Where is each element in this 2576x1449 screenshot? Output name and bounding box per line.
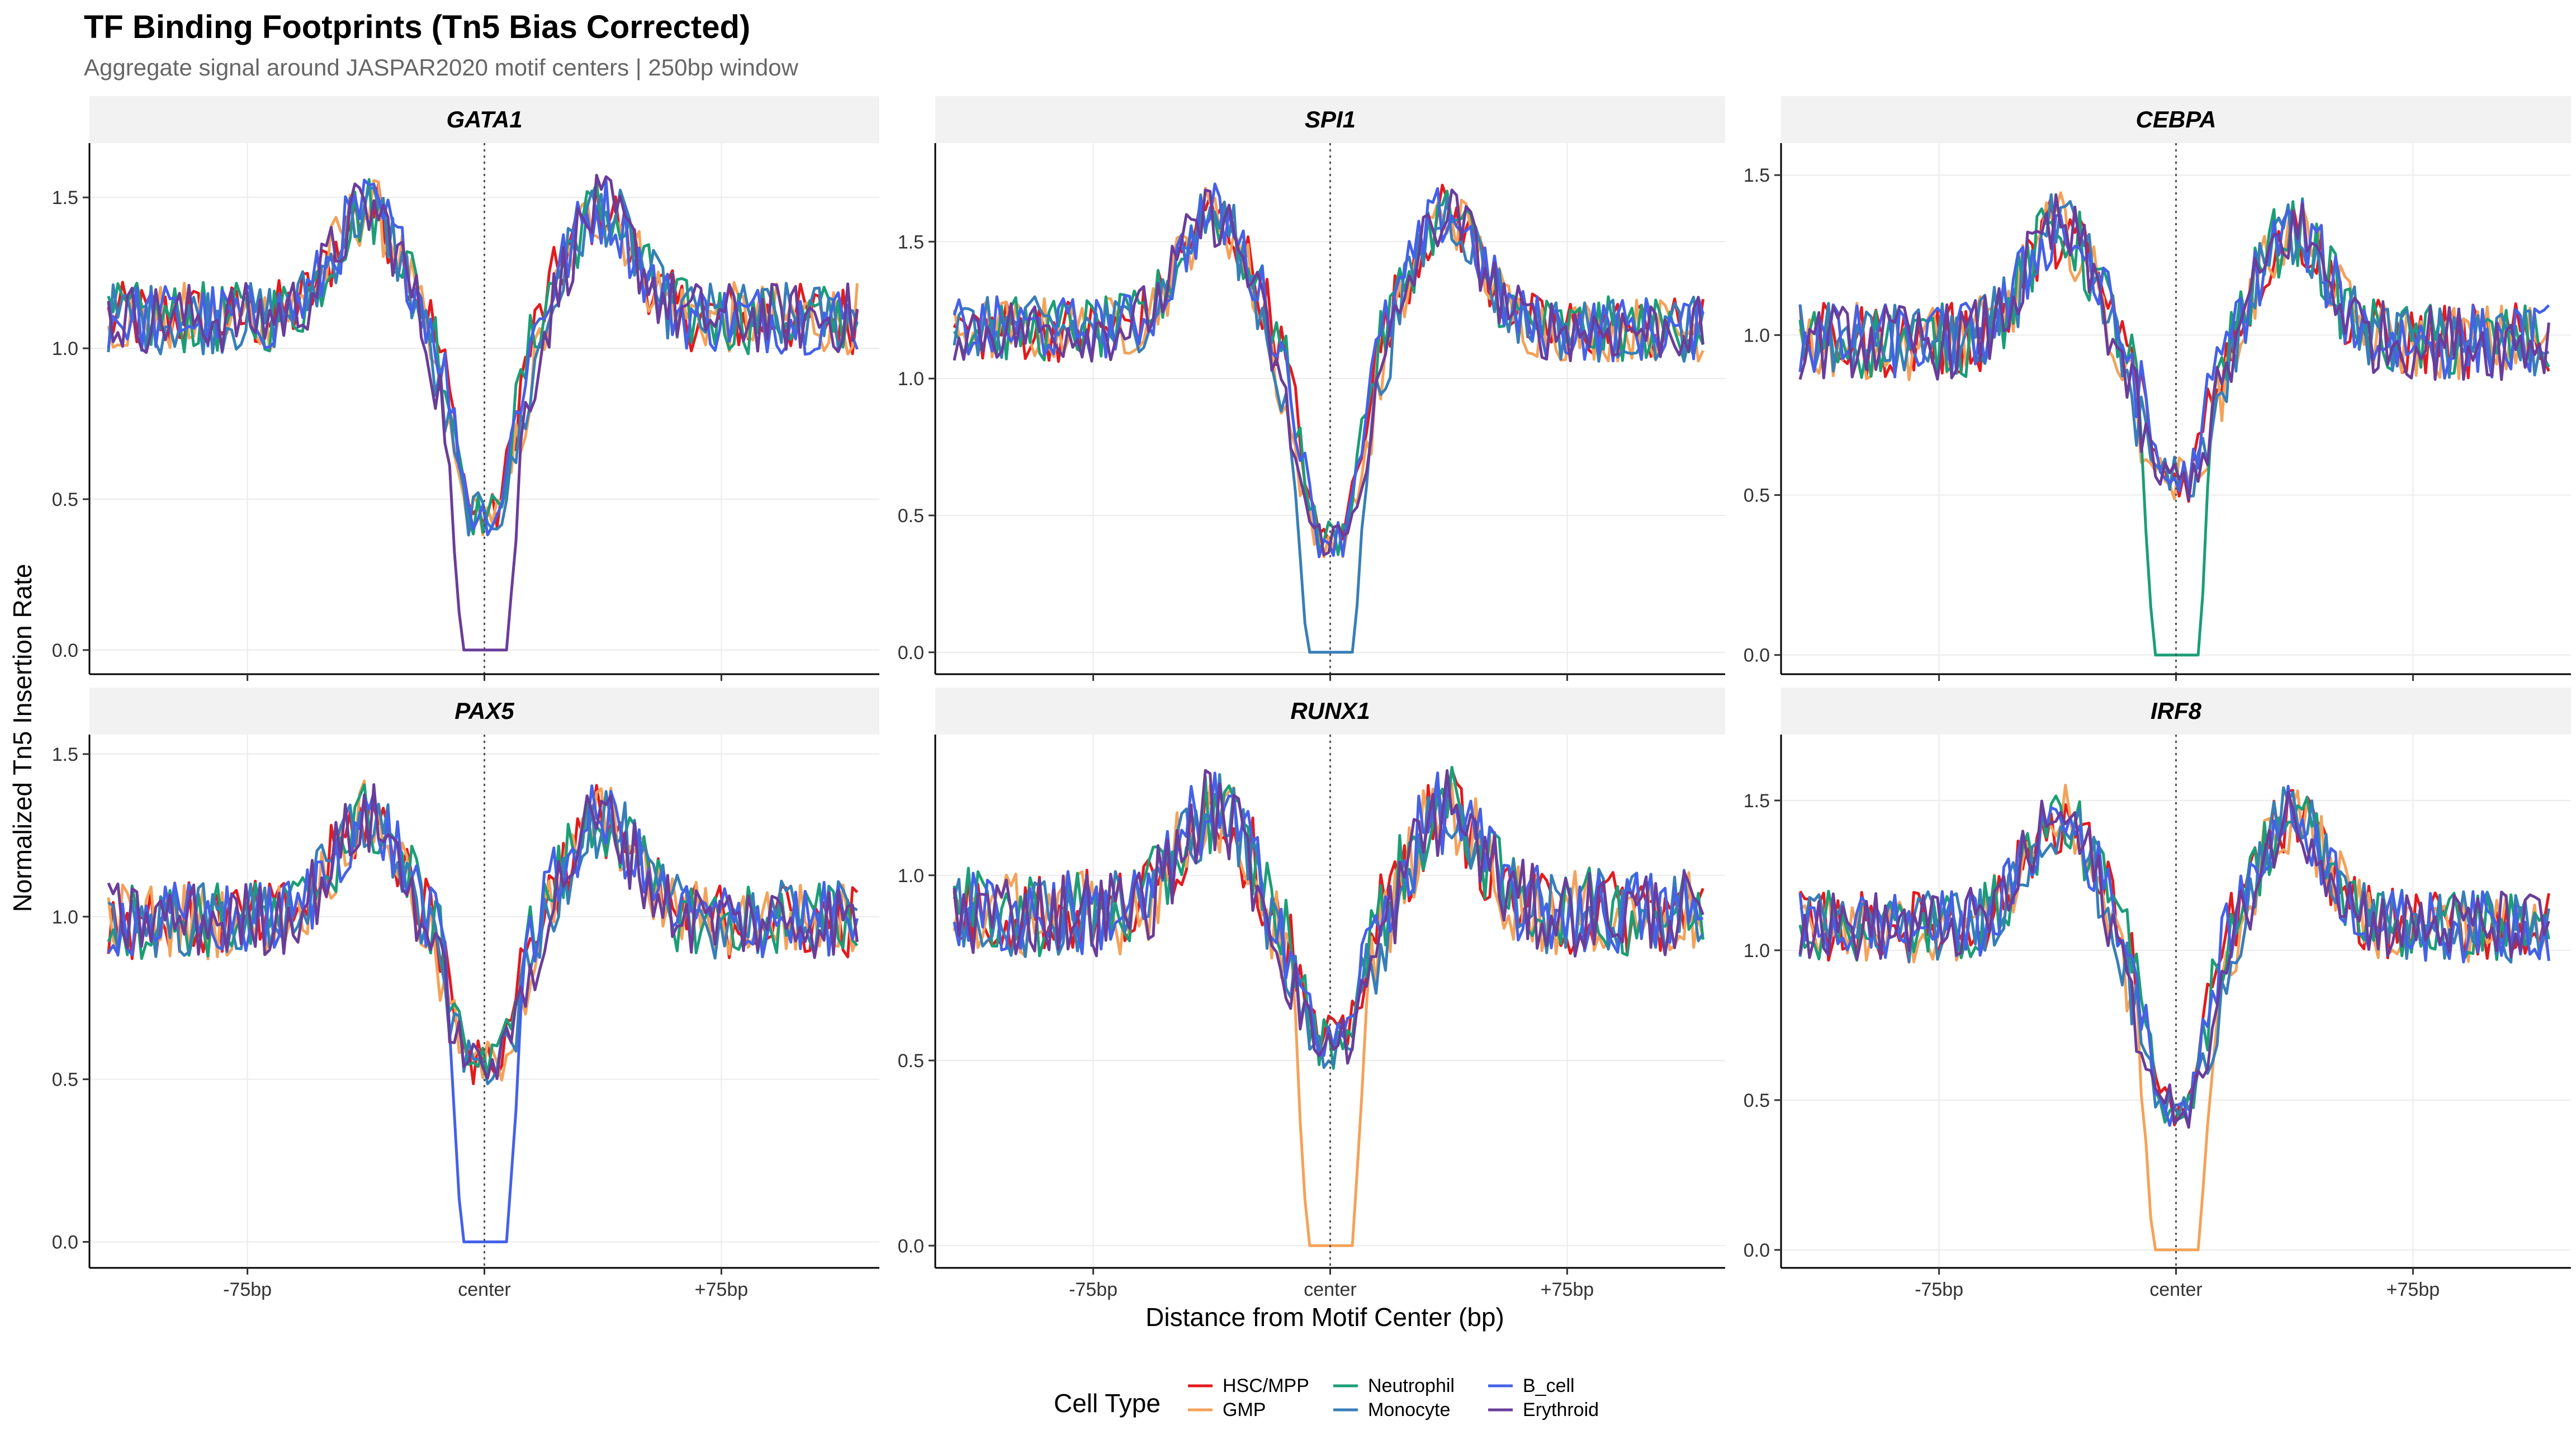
y-tick-label: 0.0 bbox=[1744, 645, 1770, 666]
legend-label: HSC/MPP bbox=[1223, 1375, 1309, 1396]
legend-item-erythroid: Erythroid bbox=[1488, 1399, 1599, 1420]
facet-label: GATA1 bbox=[446, 106, 522, 132]
facet-strip bbox=[935, 96, 1725, 143]
panel-gata1: GATA1 0.0 0.5 1.0 1.5 bbox=[52, 96, 879, 681]
legend-item-gmp: GMP bbox=[1188, 1399, 1266, 1420]
legend: Cell Type HSC/MPP GMP Neutrophil Monocyte B_… bbox=[1054, 1375, 1599, 1420]
series-line-neutrophil bbox=[953, 190, 1704, 556]
panel-runx1: RUNX1 0.0 0.5 1.0 -75bp center +75bp bbox=[898, 688, 1725, 1300]
y-tick-label: 1.0 bbox=[1744, 940, 1770, 962]
series-line-b-cell bbox=[107, 178, 859, 537]
panel-irf8: IRF8 0.0 0.5 1.0 1.5 -75bp center +75bp bbox=[1744, 688, 2571, 1300]
x-tick-label: +75bp bbox=[695, 1279, 749, 1300]
series-line-b-cell bbox=[1798, 199, 2550, 494]
facet-label: CEBPA bbox=[2136, 106, 2217, 132]
x-tick-label: -75bp bbox=[1915, 1279, 1963, 1300]
legend-label: Monocyte bbox=[1368, 1399, 1450, 1420]
facet-strip bbox=[89, 688, 879, 735]
series-line-gmp bbox=[107, 179, 859, 537]
x-tick-label: +75bp bbox=[1541, 1279, 1594, 1300]
series-line-b-cell bbox=[107, 784, 859, 1243]
facet-strip bbox=[1781, 96, 2571, 143]
y-tick-label: 1.5 bbox=[1744, 790, 1770, 812]
series-line-b-cell bbox=[953, 182, 1704, 558]
x-tick-label: -75bp bbox=[223, 1279, 272, 1300]
series-line-gmp bbox=[953, 187, 1704, 558]
panel-cebpa: CEBPA 0.0 0.5 1.0 1.5 bbox=[1744, 96, 2571, 681]
y-tick-label: 0.0 bbox=[52, 1232, 78, 1253]
y-tick-label: 1.0 bbox=[52, 338, 78, 359]
x-tick-label: +75bp bbox=[2386, 1279, 2440, 1300]
series-line-neutrophil bbox=[107, 178, 859, 536]
series-line-gmp bbox=[1799, 783, 2550, 1252]
legend-label: B_cell bbox=[1523, 1375, 1575, 1396]
legend-label: Neutrophil bbox=[1368, 1375, 1455, 1396]
y-tick-label: 1.0 bbox=[898, 865, 924, 887]
y-tick-label: 0.5 bbox=[898, 1050, 924, 1072]
x-axis-title: Distance from Motif Center (bp) bbox=[1145, 1303, 1504, 1332]
legend-label: GMP bbox=[1223, 1399, 1266, 1420]
y-tick-label: 1.0 bbox=[1744, 325, 1770, 346]
series-line-erythroid bbox=[1798, 193, 2550, 501]
series-line-hsc-mpp bbox=[107, 178, 859, 529]
y-tick-label: 0.5 bbox=[898, 505, 924, 527]
y-tick-label: 0.0 bbox=[52, 640, 78, 661]
facet-label: RUNX1 bbox=[1290, 698, 1370, 724]
x-tick-label: center bbox=[2149, 1279, 2203, 1300]
legend-title: Cell Type bbox=[1054, 1389, 1161, 1418]
y-tick-label: 1.0 bbox=[52, 907, 78, 928]
series-line-erythroid bbox=[107, 783, 859, 1081]
series-line-monocyte bbox=[953, 193, 1704, 654]
facet-strip bbox=[89, 96, 879, 143]
y-tick-label: 0.5 bbox=[1744, 1090, 1770, 1111]
panel-spi1: SPI1 0.0 0.5 1.0 1.5 bbox=[898, 96, 1725, 681]
legend-item-neutrophil: Neutrophil bbox=[1333, 1375, 1455, 1396]
legend-item-b-cell: B_cell bbox=[1488, 1375, 1575, 1396]
y-axis-title: Normalized Tn5 Insertion Rate bbox=[8, 564, 37, 912]
facet-panels: GATA1 0.0 0.5 1.0 1.5 SPI1 0.0 0.5 1.0 1.5 CEBPA 0.… bbox=[52, 96, 2571, 1300]
y-tick-label: 1.5 bbox=[1744, 165, 1770, 186]
y-tick-label: 0.5 bbox=[1744, 485, 1770, 506]
panel-pax5: PAX5 0.0 0.5 1.0 1.5 -75bp center +75bp bbox=[52, 688, 879, 1300]
facet-label: PAX5 bbox=[454, 698, 514, 724]
y-tick-label: 1.5 bbox=[898, 231, 924, 253]
y-tick-label: 0.5 bbox=[52, 1069, 78, 1091]
series-line-b-cell bbox=[953, 771, 1703, 1057]
y-tick-label: 1.0 bbox=[898, 368, 924, 390]
series-line-neutrophil bbox=[107, 783, 859, 1077]
y-tick-label: 0.0 bbox=[898, 1235, 924, 1257]
x-tick-label: center bbox=[1304, 1279, 1357, 1300]
x-tick-label: -75bp bbox=[1069, 1279, 1117, 1300]
y-tick-label: 0.0 bbox=[898, 642, 924, 664]
facet-strip bbox=[1781, 688, 2571, 735]
y-tick-label: 0.5 bbox=[52, 489, 78, 510]
series-line-monocyte bbox=[107, 186, 859, 537]
series-line-erythroid bbox=[107, 173, 859, 652]
facet-strip bbox=[935, 688, 1725, 735]
series-line-erythroid bbox=[953, 188, 1704, 557]
series-line-b-cell bbox=[1798, 784, 2550, 1129]
legend-label: Erythroid bbox=[1523, 1399, 1599, 1420]
facet-label: IRF8 bbox=[2151, 698, 2202, 724]
x-tick-label: center bbox=[458, 1279, 511, 1300]
legend-item-hsc-mpp: HSC/MPP bbox=[1188, 1375, 1309, 1396]
figure-title: TF Binding Footprints (Tn5 Bias Correcte… bbox=[84, 9, 750, 45]
facet-label: SPI1 bbox=[1305, 106, 1356, 132]
series-line-neutrophil bbox=[1798, 197, 2550, 657]
series-line-hsc-mpp bbox=[953, 183, 1704, 552]
y-tick-label: 0.0 bbox=[1744, 1240, 1770, 1261]
series-line-erythroid bbox=[1798, 790, 2550, 1129]
y-tick-label: 1.5 bbox=[52, 187, 78, 209]
figure-subtitle: Aggregate signal around JASPAR2020 motif… bbox=[84, 54, 799, 80]
y-tick-label: 1.5 bbox=[52, 744, 78, 765]
series-line-erythroid bbox=[953, 769, 1704, 1065]
legend-item-monocyte: Monocyte bbox=[1333, 1399, 1450, 1420]
